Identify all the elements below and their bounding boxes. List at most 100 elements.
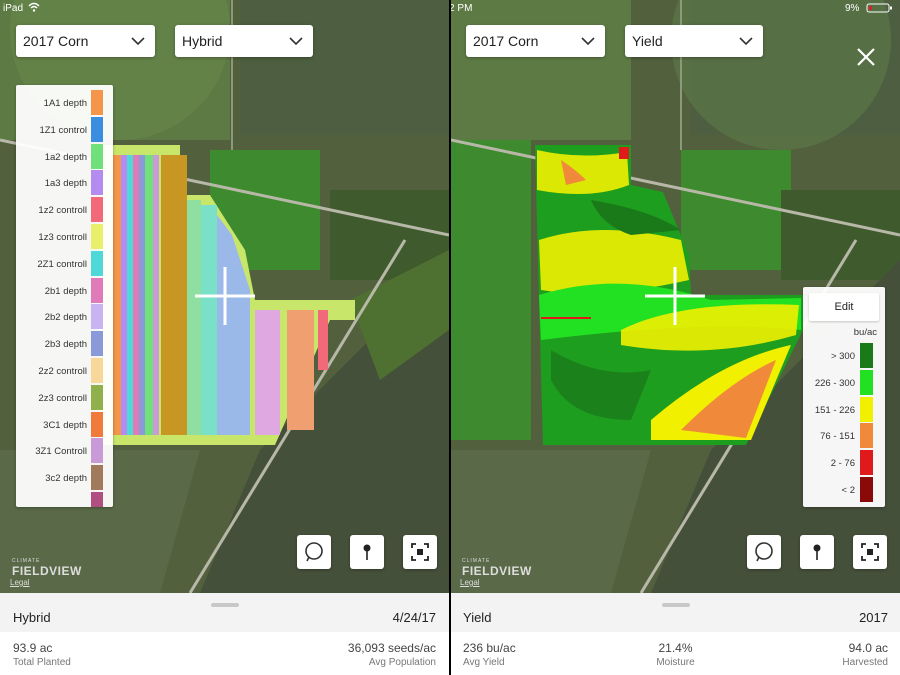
summary-header: Hybrid 4/24/17 — [0, 593, 449, 632]
lasso-button[interactable] — [297, 535, 331, 569]
battery-icon — [866, 3, 892, 13]
legal-link[interactable]: Legal — [460, 578, 480, 587]
summary-date: 2017 — [859, 610, 888, 625]
layer-dropdown[interactable]: Hybrid — [175, 25, 313, 57]
chevron-path — [739, 37, 753, 46]
summary-stats: 236 bu/ac Avg Yield 21.4% Moisture 94.0 … — [451, 632, 900, 675]
legend-label: < 2 — [841, 485, 855, 496]
legend-label: 1a3 depth — [44, 178, 87, 190]
legend-swatch — [91, 143, 103, 169]
pin-head — [813, 544, 821, 552]
map-field — [350, 250, 449, 380]
legend-swatch — [91, 170, 103, 196]
yield-patch — [619, 147, 629, 159]
summary-stats: 93.9 ac Total Planted 36,093 seeds/ac Av… — [0, 632, 449, 675]
yield-patch — [591, 200, 681, 235]
layer-label: Hybrid — [182, 33, 223, 49]
wifi-icon — [28, 2, 40, 12]
focus-center — [417, 549, 423, 555]
legend-swatch — [91, 411, 103, 437]
season-dropdown[interactable]: 2017 Corn — [466, 25, 605, 57]
legend-label: 3C1 depth — [43, 419, 87, 431]
pin-head — [363, 544, 371, 552]
hybrid-stripe — [121, 155, 127, 435]
stat-value: 236 bu/ac — [463, 641, 516, 655]
lasso-icon — [755, 542, 773, 562]
yield-patch — [551, 350, 651, 420]
legend-swatch — [860, 477, 873, 502]
legend-label: 226 - 300 — [814, 377, 855, 389]
drag-handle[interactable] — [662, 603, 690, 607]
hybrid-stripe — [133, 155, 139, 435]
legend-swatch — [860, 423, 873, 449]
summary-header: Yield 2017 — [451, 593, 900, 632]
focus-corners — [411, 543, 429, 561]
legend-swatch — [91, 304, 103, 330]
hybrid-stripe — [153, 155, 159, 435]
summary-title: Hybrid — [13, 610, 51, 625]
legend-swatch — [91, 358, 103, 383]
drag-handle[interactable] — [211, 603, 239, 607]
season-dropdown[interactable]: 2017 Corn — [16, 25, 155, 57]
map-field — [240, 0, 449, 135]
legal-link[interactable]: Legal — [10, 578, 30, 587]
legend-label: 2Z1 controll — [37, 258, 87, 270]
split-divider — [449, 0, 451, 675]
status-time: 12:22 PM — [451, 3, 473, 14]
hybrid-stripe — [187, 200, 201, 435]
chevron-path — [581, 37, 595, 46]
legend-label: 1a2 depth — [44, 151, 87, 163]
stat-value: 94.0 ac — [848, 641, 888, 655]
focus-button[interactable] — [853, 535, 887, 569]
legend-label: > 300 — [830, 351, 855, 362]
stat-value: 36,093 seeds/ac — [347, 641, 436, 655]
lasso-button[interactable] — [747, 535, 781, 569]
lasso-icon — [305, 542, 323, 562]
legend-swatch — [91, 116, 103, 142]
chevron-path — [289, 37, 303, 46]
yield-patch — [681, 360, 776, 438]
focus-button[interactable] — [403, 535, 437, 569]
close-button[interactable] — [857, 48, 875, 66]
chevron — [131, 37, 145, 46]
summary-date: 4/24/17 — [392, 610, 436, 625]
legend-swatch — [860, 369, 873, 395]
legend-label: 2 - 76 — [830, 458, 855, 470]
hybrid-legend: 1A1 depth 1Z1 control 1a2 depth 1a3 depth 1z… — [16, 85, 113, 507]
hybrid-stripe — [318, 310, 328, 370]
legend-swatch — [91, 438, 103, 464]
focus-icon — [411, 543, 429, 561]
legend-unit: bu/ac — [853, 327, 877, 338]
hybrid-stripe — [161, 155, 187, 435]
stat-label: Total Planted — [13, 657, 71, 668]
legend-label: 1Z1 control — [39, 124, 87, 136]
legend-swatch — [860, 450, 873, 476]
legend-swatch — [91, 224, 103, 249]
status-battery: 9% — [845, 3, 860, 14]
map-field — [451, 0, 631, 140]
map-field — [451, 450, 651, 593]
map-field — [681, 150, 791, 270]
legend-label: 2b3 depth — [44, 339, 87, 351]
status-device: iPad — [3, 3, 24, 14]
brand-top: CLIMATE — [12, 558, 41, 564]
chevron-path — [131, 37, 145, 46]
hybrid-stripe — [255, 310, 280, 435]
hybrid-stripe — [287, 310, 314, 430]
left-pane: iPad 2017 Corn Hybrid 1A1 depth 1Z1 contr… — [0, 0, 449, 675]
right-pane: 12:22 PM 9% 2017 Corn Yield Edit bu/ac >… — [451, 0, 900, 675]
stat-label: Harvested — [842, 657, 888, 668]
pin-button[interactable] — [800, 535, 834, 569]
layer-dropdown[interactable]: Yield — [625, 25, 763, 57]
legend-label: 1A1 depth — [43, 98, 87, 109]
pin-button[interactable] — [350, 535, 384, 569]
brand: FIELDVIEW — [12, 564, 82, 578]
legend-edit-button[interactable]: Edit — [809, 293, 879, 321]
stat-label: Moisture — [656, 657, 695, 668]
chevron — [289, 37, 303, 46]
legend-label: 1z2 controll — [38, 205, 87, 217]
stat-label: Avg Population — [368, 657, 436, 668]
close-stroke — [857, 48, 875, 66]
